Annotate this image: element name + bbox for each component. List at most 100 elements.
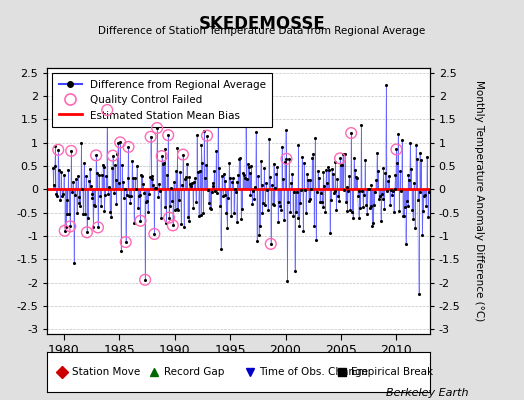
Point [275,199,283,205]
Point [254,173,262,179]
Text: Time of Obs. Change: Time of Obs. Change [259,367,368,377]
Point [382,82,390,88]
Point [68,189,77,195]
Point [81,210,89,217]
Point [164,132,172,138]
Point [145,191,153,197]
Point [206,206,215,212]
Point [112,200,121,207]
Point [394,130,402,137]
Point [215,164,223,171]
Point [325,167,333,174]
Point [361,157,369,163]
Point [64,167,73,173]
Point [343,208,352,214]
Point [139,181,147,188]
Point [419,208,428,214]
Point [296,200,304,206]
Point [329,171,337,178]
Text: Empirical Break: Empirical Break [351,367,433,377]
Point [164,132,172,138]
Point [326,230,334,236]
Point [144,209,152,215]
Point [132,186,140,192]
Point [399,213,407,220]
Point [203,132,211,139]
Point [108,152,117,159]
Point [277,207,285,214]
Point [223,224,232,231]
Point [233,179,242,185]
Point [323,180,331,186]
Point [322,166,331,173]
Point [230,210,238,216]
Point [53,192,61,199]
Point [335,198,343,204]
Point [110,190,118,196]
Point [199,210,208,216]
Point [221,178,229,184]
Point [411,225,419,231]
Point [61,228,69,234]
Point [270,202,279,208]
Point [360,192,368,198]
Point [333,176,342,182]
Point [347,130,355,136]
Point [191,175,199,182]
Point [123,175,132,181]
Point [267,182,276,188]
Point [181,173,190,180]
Point [153,125,161,131]
Point [174,207,182,213]
Point [52,190,61,197]
Point [281,127,290,134]
Point [186,181,194,187]
Point [423,214,432,220]
Point [364,185,372,192]
Point [395,208,403,214]
Point [354,215,363,221]
Point [273,164,281,170]
Point [400,204,409,210]
Point [100,164,108,170]
Point [256,222,264,229]
Point [241,174,249,181]
Point [307,196,315,203]
Point [297,187,305,194]
Point [384,178,392,184]
Point [314,168,322,174]
Point [77,140,85,146]
Point [283,278,291,284]
Point [152,185,160,191]
Point [130,219,138,226]
Point [363,211,371,217]
Point [336,155,344,162]
Point [197,142,205,149]
Point [246,192,255,198]
Point [209,180,217,187]
Point [393,159,401,166]
Point [261,202,269,208]
Point [171,168,180,174]
Point [72,176,80,182]
Point [211,188,220,194]
Point [318,199,326,206]
Point [377,218,385,224]
Point [131,174,139,181]
Point [340,186,348,193]
Point [293,214,302,221]
Point [216,203,224,210]
Point [188,180,196,186]
Point [264,207,272,213]
Point [148,173,157,179]
Point [75,194,84,201]
Point [278,144,286,150]
Point [410,180,418,186]
Point [155,181,163,187]
Point [96,193,104,199]
Point [182,160,191,167]
Point [262,180,270,186]
Point [129,175,137,181]
Point [370,202,378,208]
Point [365,186,373,192]
